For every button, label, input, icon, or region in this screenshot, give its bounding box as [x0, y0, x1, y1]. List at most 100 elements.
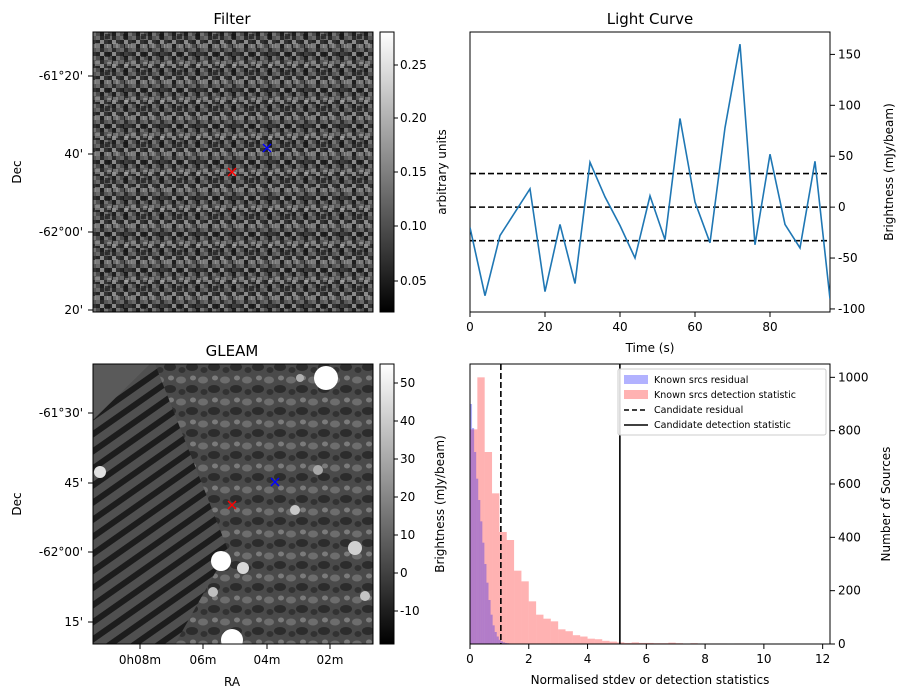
- histogram-bar-detection: [492, 493, 500, 644]
- gleam-image: [93, 364, 373, 644]
- lightcurve-yticks: 150 100 50 0 -50 -100: [830, 47, 865, 316]
- filter-colorbar-tick: 0.05: [400, 274, 427, 288]
- lightcurve-line: [470, 44, 830, 299]
- histogram-bars-detection: [470, 377, 823, 644]
- histogram-bar-detection: [609, 641, 617, 644]
- histogram-xticks: 0 2 4 6 8 10 12: [466, 644, 830, 666]
- histogram-bar-residual: [476, 478, 479, 644]
- gleam-ylabel: Dec: [10, 492, 24, 515]
- lightcurve-xtick-label: 80: [762, 320, 777, 334]
- gleam-ytick-label: -61°30': [39, 406, 83, 420]
- histogram-xtick-label: 2: [525, 652, 533, 666]
- histogram-bar-detection: [565, 631, 573, 644]
- lightcurve-xticks: 0 20 40 60 80: [466, 312, 778, 334]
- filter-ylabel: Dec: [10, 160, 24, 183]
- filter-ytick-label: 40': [64, 147, 83, 161]
- legend-swatch-detection: [624, 390, 648, 399]
- histogram-bar-residual: [470, 404, 473, 644]
- filter-colorbar-tick: 0.10: [400, 219, 427, 233]
- filter-colorbar-label: arbitrary units: [435, 129, 449, 215]
- gleam-xtick-label: 0h08m: [119, 653, 161, 667]
- filter-ytick-label: 20': [64, 303, 83, 317]
- histogram-bar-residual: [494, 632, 497, 644]
- gleam-bright-source: [221, 629, 243, 644]
- histogram-xtick-label: 4: [584, 652, 592, 666]
- gleam-candidate-marker: [227, 500, 237, 510]
- gleam-xtick-labels: 0h08m 06m 04m 02m: [119, 644, 343, 667]
- gleam-colorbar-tick: 20: [400, 490, 415, 504]
- histogram-bar-detection: [528, 601, 537, 644]
- histogram-ylabel: Number of Sources: [879, 447, 893, 562]
- histogram-bar-detection: [580, 636, 588, 644]
- legend-label: Candidate residual: [654, 405, 743, 416]
- histogram-bar-residual: [480, 521, 483, 644]
- histogram-bar-residual: [478, 500, 481, 644]
- gleam-xtick-label: 04m: [254, 653, 281, 667]
- filter-colorbar-gradient: [379, 31, 395, 313]
- legend-label: Candidate detection statistic: [654, 420, 791, 431]
- histogram-bar-detection: [624, 642, 632, 644]
- gleam-colorbar-tick: 50: [400, 376, 415, 390]
- filter-colorbar-tick: 0.15: [400, 165, 427, 179]
- histogram-ytick-label: 200: [838, 584, 861, 598]
- histogram-bar-residual: [504, 642, 508, 644]
- gleam-colorbar-tick: -10: [400, 604, 420, 618]
- histogram-bar-residual: [498, 639, 501, 644]
- gleam-xtick-label: 06m: [190, 653, 217, 667]
- gleam-colorbar-tick: 10: [400, 528, 415, 542]
- histogram-bar-detection: [550, 621, 559, 644]
- histogram-xtick-label: 12: [815, 652, 830, 666]
- histogram-xtick-label: 6: [643, 652, 651, 666]
- lightcurve-ytick-label: 50: [838, 149, 853, 163]
- histogram-ytick-label: 800: [838, 424, 861, 438]
- lightcurve-xtick-label: 40: [612, 320, 627, 334]
- histogram-xtick-label: 10: [756, 652, 771, 666]
- histogram-bar-detection: [587, 638, 595, 644]
- histogram-bar-detection: [572, 635, 581, 644]
- gleam-colorbar-tick: 30: [400, 452, 415, 466]
- histogram-bar-detection: [484, 452, 493, 644]
- filter-ytick-label: -62°00': [39, 225, 83, 239]
- gleam-ytick-label: 45': [64, 476, 83, 490]
- legend-swatch-residual: [624, 375, 648, 384]
- gleam-reference-marker: [270, 477, 280, 487]
- lightcurve-ytick-label: 0: [838, 200, 846, 214]
- filter-ytick-labels: -61°20' 40' -62°00' 20': [39, 69, 93, 317]
- lightcurve-panel: Light Curve 0 20 40 60 80 150 100 50 0 -50 -100 T…: [466, 10, 896, 355]
- lightcurve-ylabel: Brightness (mJy/beam): [882, 103, 896, 241]
- histogram-panel: 0 2 4 6 8 10 12 1000 800 600 400 200 0 Normalised s…: [466, 363, 893, 687]
- lightcurve-hlines: [470, 172, 830, 242]
- lightcurve-title: Light Curve: [607, 10, 693, 28]
- histogram-xtick-label: 8: [701, 652, 709, 666]
- histogram-bar-detection: [638, 642, 647, 644]
- histogram-frame: [469, 363, 831, 645]
- histogram-bar-residual: [474, 452, 477, 644]
- filter-candidate-marker: [227, 167, 237, 177]
- lightcurve-frame: [469, 31, 831, 313]
- lightcurve-ytick-label: 150: [838, 47, 861, 61]
- filter-markers: [227, 143, 272, 177]
- histogram-ytick-label: 0: [838, 637, 846, 651]
- histogram-bar-residual: [492, 625, 495, 644]
- histogram-bar-residual: [502, 642, 505, 644]
- histogram-bar-detection: [477, 377, 485, 644]
- histogram-bar-residual: [472, 428, 475, 644]
- histogram-xlabel: Normalised stdev or detection statistics: [531, 673, 770, 687]
- gleam-ytick-label: 15': [64, 615, 83, 629]
- histogram-bar-detection: [631, 642, 639, 644]
- histogram-bar-residual: [490, 614, 493, 644]
- lightcurve-xlabel: Time (s): [625, 341, 675, 355]
- histogram-bar-detection: [499, 532, 507, 644]
- gleam-panel: GLEAM: [10, 342, 447, 689]
- histogram-bar-detection: [543, 618, 551, 644]
- filter-ytick-label: -61°20': [39, 69, 83, 83]
- histogram-bar-detection: [558, 629, 566, 644]
- histogram-ytick-label: 600: [838, 477, 861, 491]
- histogram-bar-detection: [521, 581, 529, 644]
- histogram-bar-residual: [486, 582, 489, 644]
- gleam-title: GLEAM: [206, 342, 259, 360]
- gleam-frame: [92, 363, 374, 645]
- histogram-yticks: 1000 800 600 400 200 0: [830, 370, 869, 651]
- lightcurve-xtick-label: 0: [466, 320, 474, 334]
